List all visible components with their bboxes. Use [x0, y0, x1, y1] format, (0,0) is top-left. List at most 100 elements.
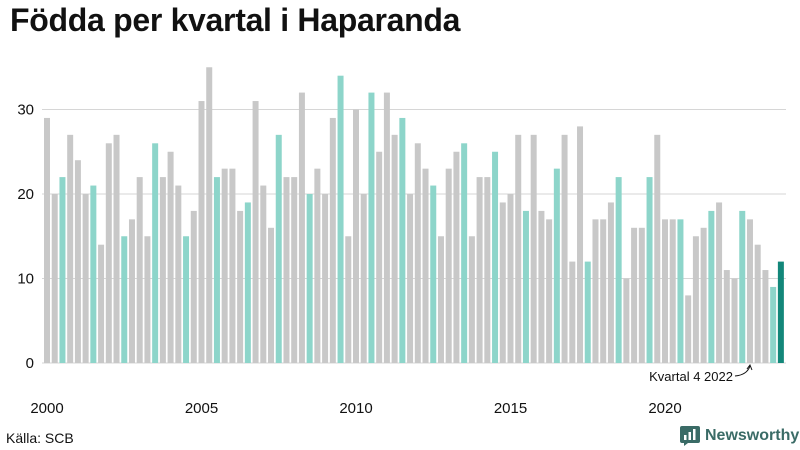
bar-2018-q1 — [600, 219, 607, 363]
bar-2010-q3 — [368, 92, 375, 363]
bar-2000-q2 — [51, 194, 58, 363]
bar-2016-q4 — [561, 134, 568, 363]
bar-2021-q4 — [716, 202, 723, 363]
bar-2020-q3 — [677, 219, 684, 363]
chart-title: Födda per kvartal i Haparanda — [10, 2, 461, 38]
bar-2000-q4 — [67, 134, 74, 363]
y-axis-ticks: 0 10 20 30 — [17, 102, 34, 373]
bar-2016-q2 — [546, 219, 553, 363]
bar-2007-q2 — [268, 227, 275, 363]
annotation-arrowhead — [746, 363, 753, 371]
bar-2004-q1 — [167, 151, 174, 363]
bar-2015-q3 — [522, 210, 529, 363]
bar-2015-q4 — [530, 134, 537, 363]
bar-2018-q3 — [615, 177, 622, 363]
x-tick-label: 2020 — [648, 400, 681, 417]
bar-2008-q4 — [314, 168, 321, 363]
bar-2003-q2 — [144, 236, 151, 363]
bar-2002-q1 — [105, 143, 112, 363]
bar-2023-q1 — [754, 244, 761, 363]
bar-2006-q3 — [244, 202, 251, 363]
bars — [44, 67, 784, 364]
bar-2014-q1 — [476, 177, 483, 363]
bar-2013-q1 — [445, 168, 452, 363]
bar-2011-q3 — [399, 117, 406, 363]
x-tick-label: 2010 — [339, 400, 372, 417]
bar-2012-q1 — [414, 143, 421, 363]
bar-2020-q2 — [669, 219, 676, 363]
annotation-arrow — [734, 365, 751, 377]
bar-2021-q3 — [708, 210, 715, 363]
bar-2001-q2 — [82, 194, 89, 363]
bar-2002-q2 — [113, 134, 120, 363]
bar-2000-q3 — [59, 177, 66, 363]
bar-2004-q2 — [175, 185, 182, 363]
bar-2017-q2 — [577, 126, 584, 364]
x-tick-label: 2000 — [30, 400, 63, 417]
bar-2005-q4 — [221, 168, 228, 363]
bar-2005-q1 — [198, 101, 205, 364]
bar-2004-q4 — [190, 210, 197, 363]
bar-chart: 0 10 20 30 2000 2005 2010 2015 2020 Kvartal 4 2… — [17, 67, 786, 417]
bar-2019-q1 — [631, 227, 638, 363]
bar-2007-q4 — [283, 177, 290, 363]
bar-2003-q4 — [159, 177, 166, 363]
bar-2001-q4 — [98, 244, 105, 363]
bar-2019-q3 — [646, 177, 653, 363]
bar-2018-q4 — [623, 278, 630, 363]
bar-2008-q3 — [306, 194, 313, 363]
bar-2001-q1 — [74, 160, 81, 363]
bar-2006-q1 — [229, 168, 236, 363]
bar-2013-q4 — [468, 236, 475, 363]
bar-2016-q1 — [538, 210, 545, 363]
bar-2013-q3 — [461, 143, 468, 363]
bar-2006-q2 — [237, 210, 244, 363]
bar-2002-q3 — [121, 236, 128, 363]
y-tick-label: 10 — [17, 271, 34, 288]
bar-2001-q3 — [90, 185, 97, 363]
bar-2002-q4 — [128, 219, 135, 363]
bar-2022-q3 — [739, 210, 746, 363]
bar-2006-q4 — [252, 101, 259, 364]
x-axis-ticks: 2000 2005 2010 2015 2020 — [30, 400, 681, 417]
bar-2012-q2 — [422, 168, 429, 363]
bar-2016-q3 — [553, 168, 560, 363]
bar-2009-q1 — [322, 194, 329, 363]
bar-2022-q2 — [731, 278, 738, 363]
y-tick-label: 20 — [17, 186, 34, 203]
bar-2007-q3 — [275, 134, 282, 363]
x-tick-label: 2005 — [185, 400, 218, 417]
bar-2011-q2 — [391, 134, 398, 363]
bar-2003-q3 — [152, 143, 159, 363]
bar-2015-q2 — [515, 134, 522, 363]
bar-2014-q3 — [492, 151, 499, 363]
bar-2008-q1 — [291, 177, 298, 363]
x-tick-label: 2015 — [494, 400, 527, 417]
bar-2018-q2 — [607, 202, 614, 363]
y-tick-label: 0 — [26, 355, 34, 372]
newsworthy-logo-icon — [680, 426, 700, 446]
bar-2015-q1 — [507, 194, 514, 363]
bar-2021-q1 — [692, 236, 699, 363]
bar-2008-q2 — [298, 92, 305, 363]
bar-2000-q1 — [44, 117, 50, 363]
bar-2009-q4 — [345, 236, 352, 363]
bar-2004-q3 — [183, 236, 190, 363]
bar-2022-q4 — [746, 219, 753, 363]
brand-name: Newsworthy — [705, 427, 800, 444]
bar-2019-q2 — [638, 227, 645, 363]
bar-2003-q1 — [136, 177, 143, 363]
bar-2011-q4 — [407, 194, 414, 363]
bar-2023-q3 — [770, 286, 777, 363]
bar-2014-q2 — [484, 177, 491, 363]
bar-2021-q2 — [700, 227, 707, 363]
bar-2011-q1 — [383, 92, 390, 363]
source-note: Källa: SCB — [6, 430, 74, 446]
bar-2022-q1 — [723, 270, 730, 363]
bar-2023-q2 — [762, 270, 769, 363]
bar-2013-q2 — [453, 151, 460, 363]
bar-2010-q2 — [360, 194, 367, 363]
annotation: Kvartal 4 2022 — [649, 363, 753, 384]
bar-2012-q3 — [430, 185, 437, 363]
bar-2014-q4 — [499, 202, 506, 363]
